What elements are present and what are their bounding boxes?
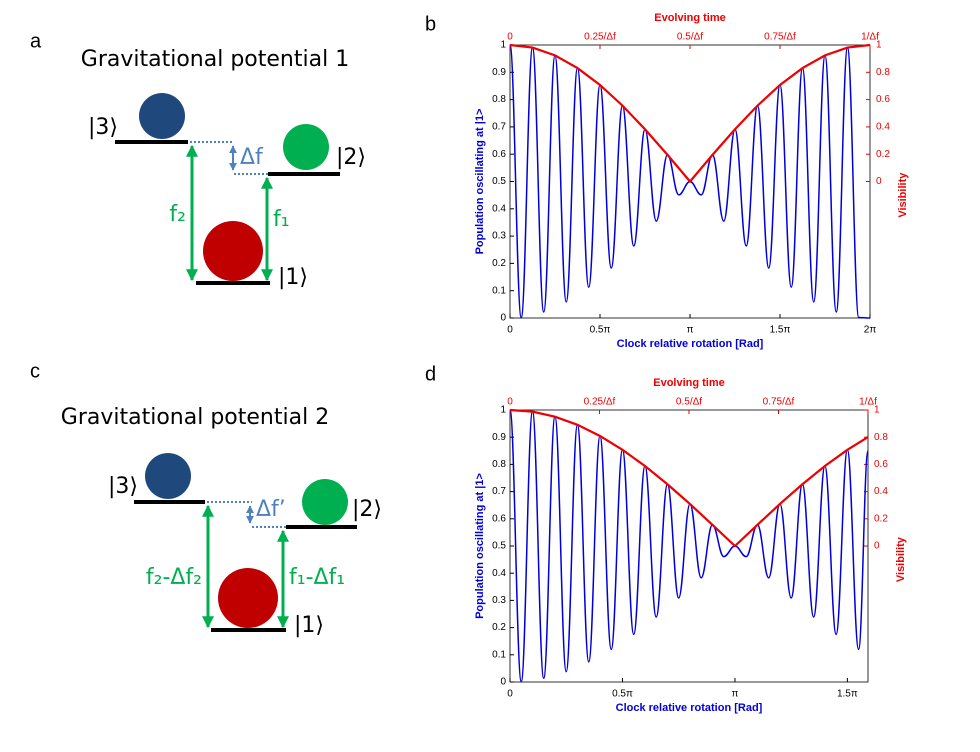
y-tick-label: 0.3 (492, 231, 506, 242)
x2-tick-label: 0.25/Δf (584, 32, 616, 43)
y-tick-label: 0.6 (492, 149, 506, 160)
y-tick-label: 0.7 (492, 122, 506, 133)
x-tick-label: 0 (507, 689, 513, 700)
atom-green (283, 124, 329, 170)
x2-axis-label: Evolving time (654, 12, 726, 24)
transition-label: f₁-Δf₁ (289, 565, 345, 590)
x-axis-label: Clock relative rotation [Rad] (617, 338, 764, 350)
x-tick-label: π (732, 689, 739, 700)
transition-label: f₁ (273, 207, 290, 232)
atom-red (218, 568, 278, 628)
x-tick-label: 2π (864, 325, 877, 336)
y-tick-label: 0.8 (492, 94, 506, 105)
y2-tick-label: 0 (876, 176, 882, 187)
transition-label: f₂-Δf₂ (146, 565, 202, 590)
y-tick-label: 0.7 (492, 486, 506, 497)
y2-tick-label: 0.4 (876, 122, 890, 133)
panel-letter: b (425, 13, 436, 35)
diagram-a: a Gravitational potential 1 |3⟩ |2⟩ |1⟩ … (30, 30, 366, 290)
y-tick-label: 0.4 (492, 568, 506, 579)
level-label: |3⟩ (108, 474, 138, 499)
x2-axis-label: Evolving time (653, 377, 725, 389)
series-line (509, 44, 871, 319)
x2-tick-label: 0 (507, 397, 513, 408)
x2-tick-label: 0 (507, 32, 513, 43)
y-tick-label: 0.4 (492, 203, 506, 214)
series-line (509, 409, 869, 683)
y-tick-label: 0.2 (492, 622, 506, 633)
y-tick-label: 0 (500, 313, 506, 324)
x2-tick-label: 0.75/Δf (764, 32, 796, 43)
y-tick-label: 0.3 (492, 595, 506, 606)
panel-letter: d (425, 363, 436, 385)
x2-tick-label: 0.5/Δf (676, 397, 702, 408)
diagram-title: Gravitational potential 2 (61, 405, 329, 430)
y-tick-label: 1 (500, 405, 506, 416)
y-tick-label: 0.9 (492, 432, 506, 443)
split-label: Δf (240, 145, 264, 170)
x-tick-label: π (687, 325, 694, 336)
transition-label: f₂ (169, 202, 186, 227)
series-line (509, 408, 869, 548)
y-tick-label: 0.2 (492, 258, 506, 269)
atom-blue (139, 93, 185, 139)
y2-tick-label: 1 (874, 405, 880, 416)
y2-tick-label: 0 (874, 541, 880, 552)
y2-tick-label: 0.8 (876, 67, 890, 78)
y-tick-label: 0.9 (492, 67, 506, 78)
split-label: Δf’ (256, 497, 286, 522)
x-tick-label: 1.5π (837, 689, 858, 700)
x-tick-label: 0 (507, 325, 513, 336)
x2-tick-label: 0.75/Δf (763, 397, 795, 408)
y2-tick-label: 0.8 (874, 432, 888, 443)
y2-axis-label: Visibility (895, 536, 907, 582)
y-axis-label: Population oscillating at |1> (474, 473, 486, 619)
atom-red (203, 221, 263, 281)
x-tick-label: 0.5π (590, 325, 611, 336)
y-tick-label: 0 (500, 677, 506, 688)
y-tick-label: 0.8 (492, 459, 506, 470)
series-line (509, 43, 871, 184)
level-label: |1⟩ (294, 613, 324, 638)
x2-tick-label: 1/Δf (861, 32, 879, 43)
y2-tick-label: 0.6 (874, 459, 888, 470)
y2-tick-label: 0.4 (874, 486, 888, 497)
x2-tick-label: 1/Δf (859, 397, 877, 408)
x-axis-label: Clock relative rotation [Rad] (616, 702, 763, 714)
atom-blue (145, 453, 191, 499)
x2-tick-label: 0.25/Δf (584, 397, 616, 408)
y2-axis-label: Visibility (897, 172, 909, 218)
x-tick-label: 0.5π (612, 689, 633, 700)
atom-green (302, 479, 348, 525)
panel-letter: a (30, 30, 42, 52)
y-tick-label: 0.1 (492, 285, 506, 296)
y2-tick-label: 1 (876, 40, 882, 51)
y2-tick-label: 0.2 (874, 513, 888, 524)
y-tick-label: 0.5 (492, 176, 506, 187)
panel-letter: c (30, 360, 40, 382)
level-label: |1⟩ (278, 265, 308, 290)
y2-tick-label: 0.6 (876, 94, 890, 105)
x-tick-label: 1.5π (770, 325, 791, 336)
y-tick-label: 0.6 (492, 513, 506, 524)
x2-tick-label: 0.5/Δf (677, 32, 703, 43)
level-label: |2⟩ (336, 145, 366, 170)
level-label: |2⟩ (352, 497, 382, 522)
y2-tick-label: 0.2 (876, 149, 890, 160)
diagram-c: c Gravitational potential 2 |3⟩ |2⟩ |1⟩ … (30, 360, 382, 638)
y-tick-label: 1 (500, 40, 506, 51)
level-label: |3⟩ (88, 115, 118, 140)
y-tick-label: 0.1 (492, 649, 506, 660)
diagram-title: Gravitational potential 1 (81, 47, 349, 72)
y-tick-label: 0.5 (492, 541, 506, 552)
y-axis-label: Population oscillating at |1> (474, 109, 486, 255)
